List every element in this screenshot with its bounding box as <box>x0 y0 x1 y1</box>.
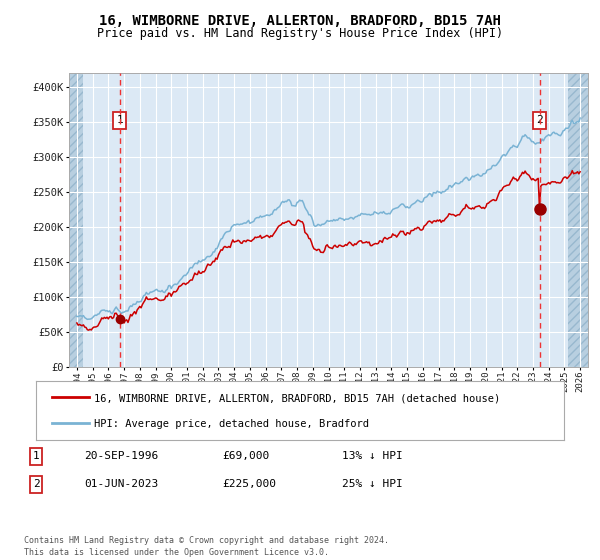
Bar <box>69 73 83 367</box>
Text: Price paid vs. HM Land Registry's House Price Index (HPI): Price paid vs. HM Land Registry's House … <box>97 27 503 40</box>
Text: HPI: Average price, detached house, Bradford: HPI: Average price, detached house, Brad… <box>94 419 369 430</box>
Text: 1: 1 <box>116 115 123 125</box>
Text: 25% ↓ HPI: 25% ↓ HPI <box>342 479 403 489</box>
Text: 2: 2 <box>32 479 40 489</box>
Bar <box>69 73 83 367</box>
Text: 13% ↓ HPI: 13% ↓ HPI <box>342 451 403 461</box>
Text: £69,000: £69,000 <box>222 451 269 461</box>
Text: 2: 2 <box>536 115 543 125</box>
Text: 16, WIMBORNE DRIVE, ALLERTON, BRADFORD, BD15 7AH (detached house): 16, WIMBORNE DRIVE, ALLERTON, BRADFORD, … <box>94 394 500 403</box>
Text: 20-SEP-1996: 20-SEP-1996 <box>84 451 158 461</box>
Text: 01-JUN-2023: 01-JUN-2023 <box>84 479 158 489</box>
Bar <box>568 73 588 367</box>
Text: Contains HM Land Registry data © Crown copyright and database right 2024.
This d: Contains HM Land Registry data © Crown c… <box>24 536 389 557</box>
Bar <box>568 73 588 367</box>
Text: 16, WIMBORNE DRIVE, ALLERTON, BRADFORD, BD15 7AH: 16, WIMBORNE DRIVE, ALLERTON, BRADFORD, … <box>99 14 501 28</box>
Text: £225,000: £225,000 <box>222 479 276 489</box>
Text: 1: 1 <box>32 451 40 461</box>
